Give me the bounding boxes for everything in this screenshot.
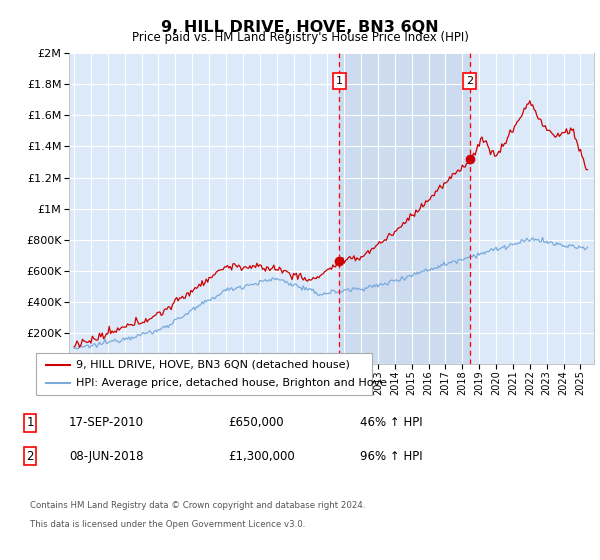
Text: £650,000: £650,000 (228, 416, 284, 430)
Text: 1: 1 (26, 416, 34, 430)
FancyBboxPatch shape (36, 353, 372, 395)
Text: Price paid vs. HM Land Registry's House Price Index (HPI): Price paid vs. HM Land Registry's House … (131, 31, 469, 44)
Text: 2: 2 (26, 450, 34, 463)
Text: HPI: Average price, detached house, Brighton and Hove: HPI: Average price, detached house, Brig… (76, 378, 388, 388)
Text: 1: 1 (336, 76, 343, 86)
Bar (339, 53, 470, 364)
Text: £1,300,000: £1,300,000 (228, 450, 295, 463)
Text: This data is licensed under the Open Government Licence v3.0.: This data is licensed under the Open Gov… (30, 520, 305, 529)
Text: 2: 2 (466, 76, 473, 86)
Text: 96% ↑ HPI: 96% ↑ HPI (360, 450, 422, 463)
Text: Contains HM Land Registry data © Crown copyright and database right 2024.: Contains HM Land Registry data © Crown c… (30, 501, 365, 510)
Text: 9, HILL DRIVE, HOVE, BN3 6QN (detached house): 9, HILL DRIVE, HOVE, BN3 6QN (detached h… (76, 360, 350, 370)
Text: 17-SEP-2010: 17-SEP-2010 (69, 416, 144, 430)
Text: 9, HILL DRIVE, HOVE, BN3 6QN: 9, HILL DRIVE, HOVE, BN3 6QN (161, 20, 439, 35)
Text: 08-JUN-2018: 08-JUN-2018 (69, 450, 143, 463)
Text: 46% ↑ HPI: 46% ↑ HPI (360, 416, 422, 430)
